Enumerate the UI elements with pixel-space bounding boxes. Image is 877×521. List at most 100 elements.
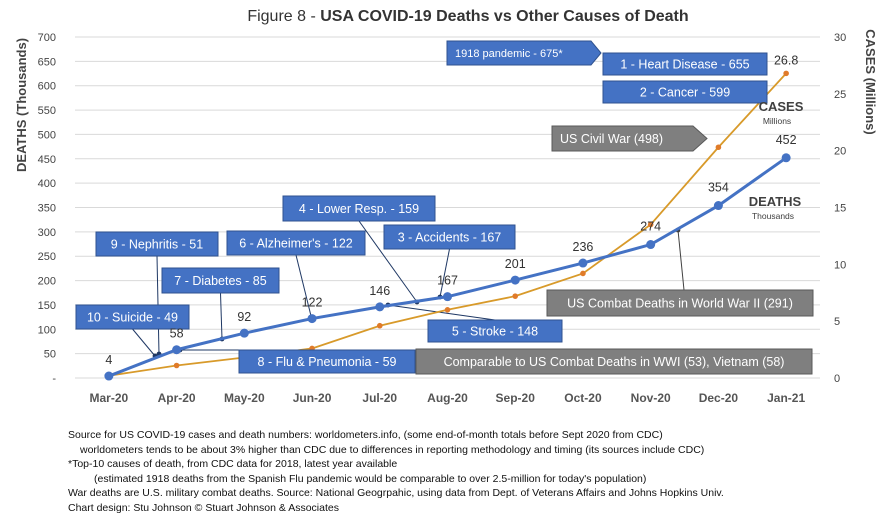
x-tick-label: Jan-21 [767, 391, 805, 405]
deaths-data-label: 122 [302, 296, 323, 310]
cause-callout-text: 9 - Nephritis - 51 [111, 238, 203, 252]
war-callout-box [546, 289, 814, 317]
war-callout-text: Comparable to US Combat Deaths in WWI (5… [444, 355, 785, 369]
callout-leader [220, 292, 223, 340]
deaths-data-label: 236 [573, 240, 594, 254]
cause-callout-text: 6 - Alzheimer's - 122 [239, 237, 353, 251]
war-callout-box [415, 348, 813, 375]
y-left-tick-label: 400 [38, 178, 56, 190]
cases-series-label: CASES [759, 99, 804, 114]
deaths-point [307, 314, 317, 324]
chart-title: Figure 8 - USA COVID-19 Deaths vs Other … [247, 8, 688, 25]
callout-leader [387, 304, 496, 321]
cause-callout-box [602, 80, 768, 104]
callout-leader [358, 220, 418, 303]
deaths-data-label: 58 [170, 327, 184, 341]
chart-canvas: Figure 8 - USA COVID-19 Deaths vs Other … [14, 8, 877, 405]
note-credit: Chart design: Stu Johnson © Stuart Johns… [68, 501, 339, 514]
deaths-unit-label: Thousands [752, 211, 794, 221]
deaths-point [510, 275, 520, 285]
y-right-tick-label: 15 [834, 203, 846, 215]
y-left-tick-label: 550 [38, 105, 56, 117]
note-war: War deaths are U.S. military combat deat… [68, 487, 724, 500]
deaths-data-label: 201 [505, 257, 526, 271]
war-callout-text: US Combat Deaths in World War II (291) [567, 297, 793, 311]
cause-callout-box [427, 319, 563, 343]
callout-1918-text: 1918 pandemic - 675* [455, 48, 563, 60]
note-source: Source for US COVID-19 cases and death n… [68, 429, 663, 441]
cases-point [783, 70, 789, 77]
y-left-tick-label: 600 [38, 81, 56, 93]
y-left-tick-label: 100 [38, 324, 56, 336]
x-tick-label: May-20 [224, 391, 265, 405]
callout-leader [439, 248, 450, 298]
y-left-tick-label: 350 [38, 203, 56, 215]
y-left-tick-label: 200 [38, 276, 56, 288]
cases-point [715, 144, 722, 151]
note-top10: *Top-10 causes of death, from CDC data f… [68, 458, 398, 471]
deaths-series-label: DEATHS [749, 194, 802, 209]
war-callout-text: US Civil War (498) [560, 132, 663, 146]
deaths-data-label: 452 [776, 133, 797, 147]
x-tick-label: Dec-20 [699, 391, 739, 405]
cases-point [376, 322, 383, 329]
cases-point [173, 362, 180, 369]
y-left-tick-label: 450 [38, 154, 56, 166]
deaths-data-label: 92 [237, 310, 251, 324]
notes-panel: Source for US COVID-19 cases and death n… [0, 410, 876, 520]
deaths-point [713, 201, 723, 211]
war-leader [677, 229, 685, 291]
x-tick-label: Sep-20 [496, 391, 536, 405]
x-tick-label: Apr-20 [158, 391, 196, 405]
deaths-data-label: 4 [105, 353, 112, 367]
y-left-tick-label: 150 [38, 300, 56, 312]
cases-data-label: 26.8 [774, 53, 798, 67]
deaths-data-label: 146 [369, 284, 390, 298]
y-right-tick-label: 20 [834, 146, 846, 158]
cases-point [512, 293, 519, 299]
callout-leader [132, 328, 156, 357]
y-left-tick-label: - [52, 373, 56, 385]
x-tick-label: Aug-20 [427, 391, 468, 405]
x-tick-label: Jun-20 [293, 391, 332, 405]
y-right-tick-label: 10 [834, 259, 846, 271]
deaths-point [239, 328, 249, 338]
y-left-tick-label: 250 [38, 251, 56, 263]
y-right-tick-label: 5 [834, 316, 840, 328]
deaths-line [108, 156, 788, 378]
cause-callout-box [383, 224, 516, 250]
cases-point [580, 270, 586, 277]
x-tick-label: Oct-20 [564, 391, 602, 405]
callout-leader [295, 254, 313, 321]
cause-callout-box [95, 231, 219, 257]
cause-callout-text: 5 - Stroke - 148 [452, 325, 538, 339]
cause-callout-box [282, 195, 436, 222]
cause-callout-box [602, 52, 768, 76]
cause-callout-text: 4 - Lower Resp. - 159 [299, 202, 419, 216]
cause-callout-text: 7 - Diabetes - 85 [174, 274, 266, 288]
cause-callout-text: 2 - Cancer - 599 [640, 86, 730, 100]
cause-callout-text: 3 - Accidents - 167 [398, 231, 502, 245]
y-right-tick-label: 25 [834, 89, 846, 101]
x-tick-label: Mar-20 [90, 391, 129, 405]
y-left-tick-label: 300 [38, 227, 56, 239]
cause-callout-box [75, 304, 190, 330]
deaths-point [172, 345, 182, 355]
cases-unit-label: Millions [763, 116, 791, 126]
deaths-point [781, 153, 791, 163]
deaths-point [578, 258, 588, 268]
y-right-tick-label: 0 [834, 373, 840, 385]
deaths-point [443, 292, 452, 302]
deaths-data-label: 274 [640, 220, 661, 234]
note-1918: (estimated 1918 deaths from the Spanish … [94, 472, 647, 485]
cases-point [444, 307, 451, 313]
y-left-tick-label: 700 [38, 32, 56, 44]
x-tick-label: Jul-20 [362, 391, 397, 405]
cause-callout-box [161, 267, 280, 294]
deaths-point [646, 240, 656, 250]
x-tick-label: Nov-20 [631, 391, 671, 405]
y-left-axis-title: DEATHS (Thousands) [14, 38, 29, 172]
deaths-point [375, 302, 385, 312]
y-right-axis-title: CASES (Millions) [863, 29, 877, 134]
note-source-detail: worldometers tends to be about 3% higher… [80, 443, 705, 456]
